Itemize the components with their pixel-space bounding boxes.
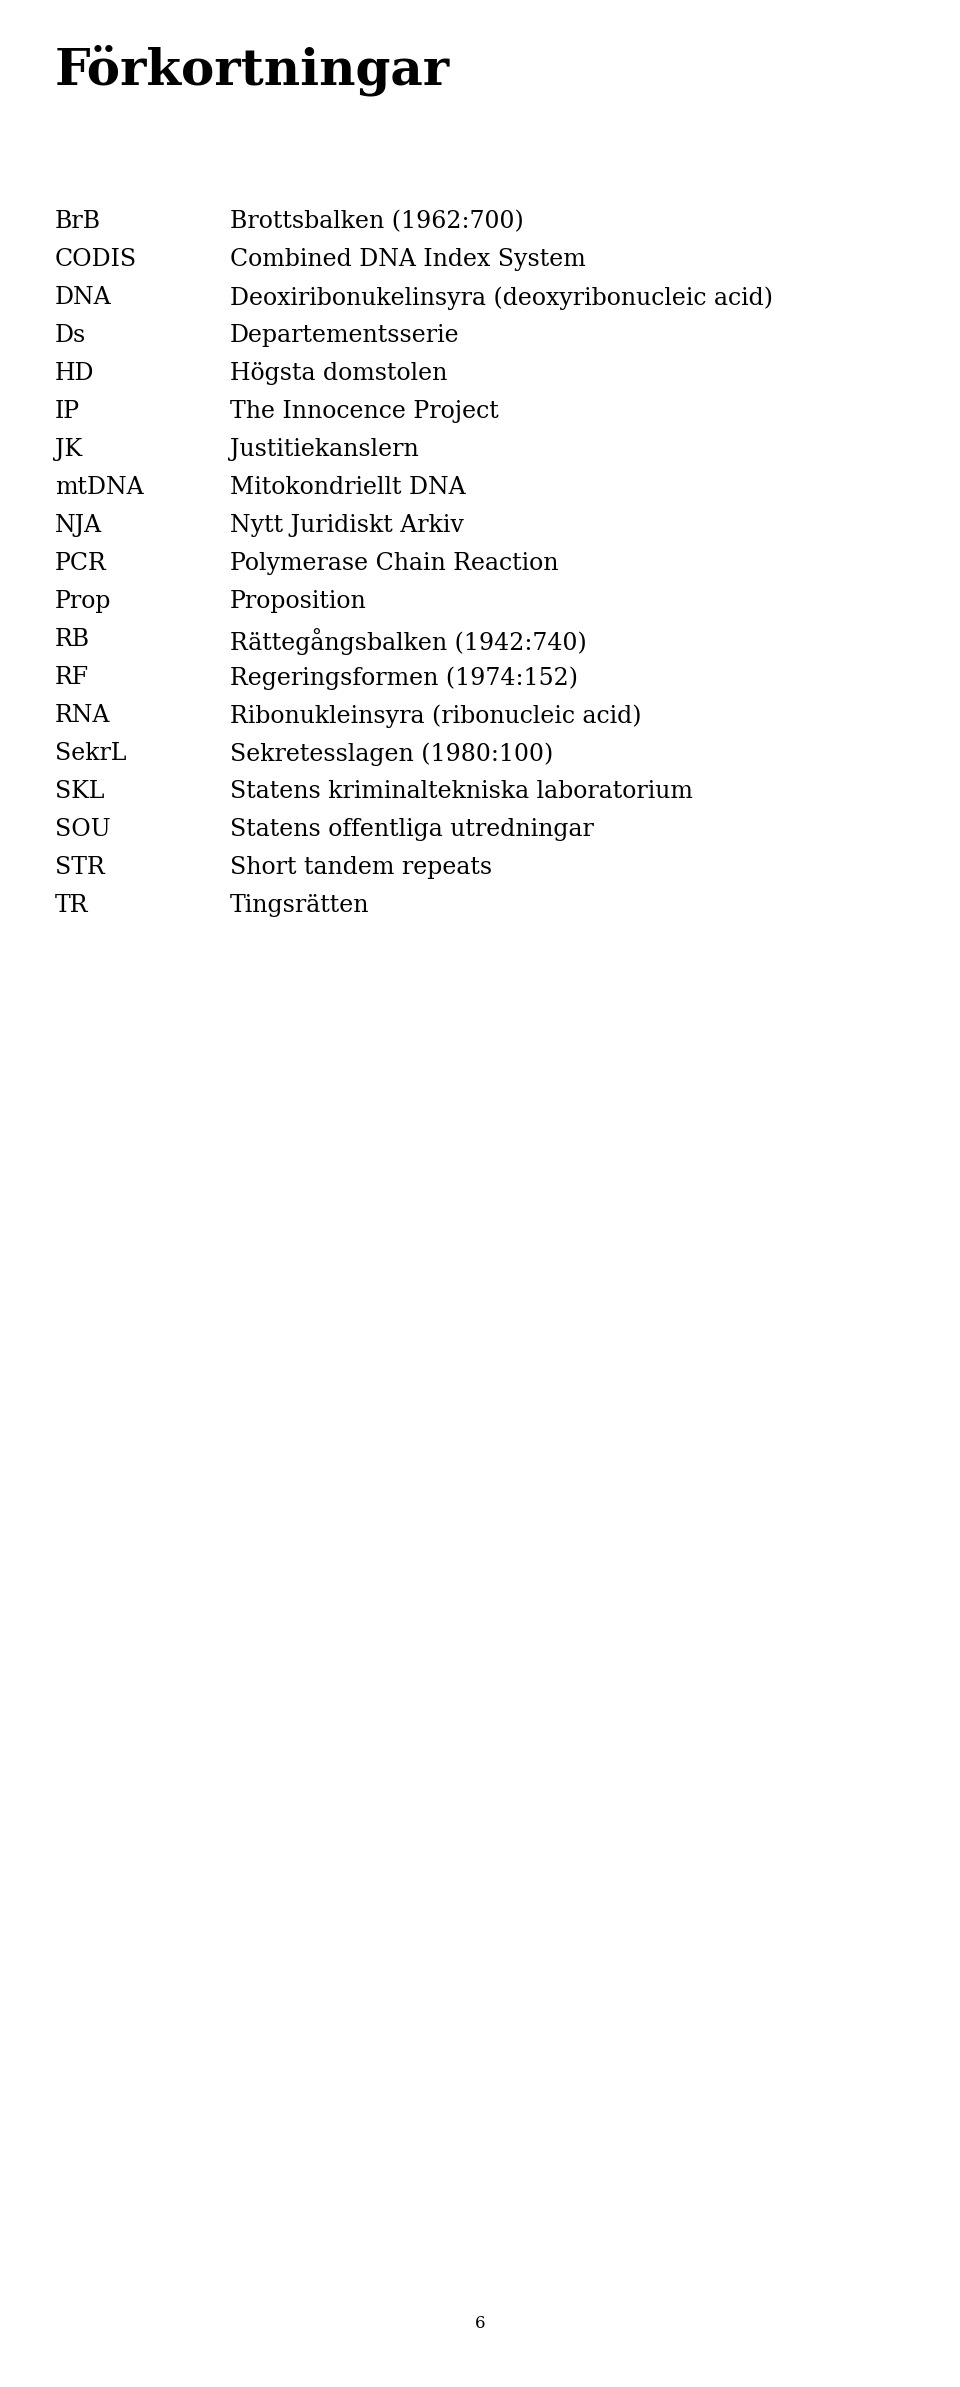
Text: Ds: Ds — [55, 325, 86, 346]
Text: STR: STR — [55, 857, 105, 878]
Text: Statens offentliga utredningar: Statens offentliga utredningar — [230, 819, 594, 840]
Text: 6: 6 — [475, 2315, 485, 2332]
Text: Nytt Juridiskt Arkiv: Nytt Juridiskt Arkiv — [230, 513, 464, 537]
Text: Departementsserie: Departementsserie — [230, 325, 460, 346]
Text: Brottsbalken (1962:700): Brottsbalken (1962:700) — [230, 210, 524, 234]
Text: TR: TR — [55, 895, 88, 917]
Text: Tingsrätten: Tingsrätten — [230, 895, 370, 917]
Text: SekrL: SekrL — [55, 742, 127, 764]
Text: Justitiekanslern: Justitiekanslern — [230, 437, 419, 461]
Text: NJA: NJA — [55, 513, 102, 537]
Text: JK: JK — [55, 437, 83, 461]
Text: RB: RB — [55, 628, 90, 652]
Text: Proposition: Proposition — [230, 590, 367, 613]
Text: HD: HD — [55, 363, 94, 384]
Text: Sekretesslagen (1980:100): Sekretesslagen (1980:100) — [230, 742, 553, 766]
Text: mtDNA: mtDNA — [55, 475, 144, 499]
Text: RNA: RNA — [55, 704, 110, 728]
Text: RF: RF — [55, 666, 89, 690]
Text: SKL: SKL — [55, 781, 105, 802]
Text: CODIS: CODIS — [55, 248, 137, 272]
Text: IP: IP — [55, 401, 80, 422]
Text: Combined DNA Index System: Combined DNA Index System — [230, 248, 586, 272]
Text: Statens kriminaltekniska laboratorium: Statens kriminaltekniska laboratorium — [230, 781, 693, 802]
Text: DNA: DNA — [55, 286, 111, 308]
Text: BrB: BrB — [55, 210, 101, 234]
Text: Short tandem repeats: Short tandem repeats — [230, 857, 492, 878]
Text: PCR: PCR — [55, 551, 107, 575]
Text: Förkortningar: Förkortningar — [55, 45, 450, 95]
Text: Prop: Prop — [55, 590, 111, 613]
Text: Ribonukleinsyra (ribonucleic acid): Ribonukleinsyra (ribonucleic acid) — [230, 704, 641, 728]
Text: Polymerase Chain Reaction: Polymerase Chain Reaction — [230, 551, 559, 575]
Text: SOU: SOU — [55, 819, 110, 840]
Text: Deoxiribonukelinsyra (deoxyribonucleic acid): Deoxiribonukelinsyra (deoxyribonucleic a… — [230, 286, 773, 310]
Text: Rättegångsbalken (1942:740): Rättegångsbalken (1942:740) — [230, 628, 587, 654]
Text: Mitokondriellt DNA: Mitokondriellt DNA — [230, 475, 466, 499]
Text: Högsta domstolen: Högsta domstolen — [230, 363, 447, 384]
Text: The Innocence Project: The Innocence Project — [230, 401, 499, 422]
Text: Regeringsformen (1974:152): Regeringsformen (1974:152) — [230, 666, 578, 690]
